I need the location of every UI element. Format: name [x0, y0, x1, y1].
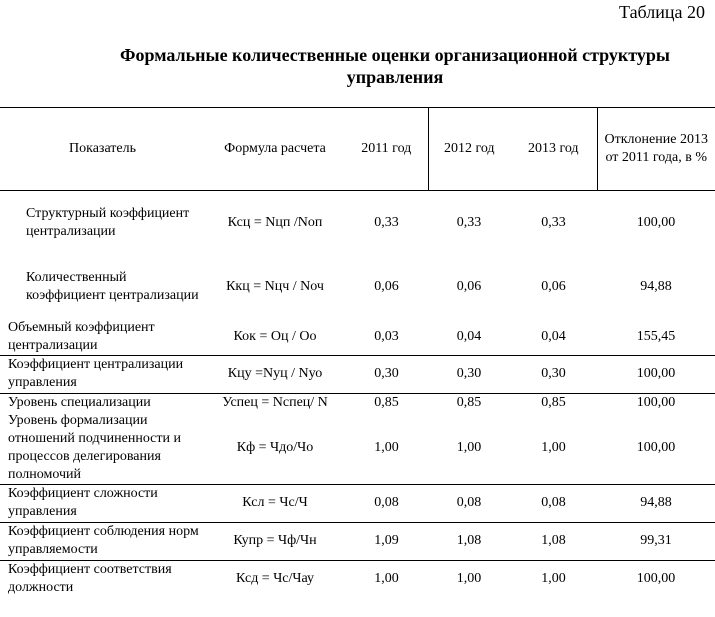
table-body: Структурный коэффициент централизации Ксц…	[0, 191, 715, 599]
indicator-cell: Коэффициент сложности управления	[0, 484, 205, 523]
value-cell: 1,09	[345, 522, 428, 561]
value-cell: 0,33	[456, 214, 482, 230]
header-cell: Формула расчета	[205, 107, 345, 191]
table-row: Объемный коэффициент централизации Кок = …	[0, 318, 715, 356]
header-row: Показатель Формула расчета 2011 год 2012 го…	[0, 107, 715, 191]
value-cell: 0,06	[456, 278, 482, 294]
value-cell: Ккц = Nцч / Nоч	[226, 278, 324, 294]
value-cell: 0,08	[510, 484, 597, 523]
value-cell: 0,30	[345, 355, 428, 394]
header-cell: 2013 год	[510, 107, 597, 191]
value-cell: 1,00	[510, 411, 597, 485]
value-cell: 0,08	[345, 484, 428, 523]
table-row: Структурный коэффициент централизации Ксц…	[0, 191, 715, 255]
table-row: Уровень специализации Успец = Nспец/ N 0,8…	[0, 393, 715, 412]
value-cell: 0,03	[345, 318, 428, 356]
value-cell: 1,00	[374, 571, 399, 587]
value-cell: 0,06	[541, 278, 566, 294]
value-cell: 94,88	[640, 278, 672, 294]
value-cell: Ксд = Чс/Чау	[235, 571, 315, 587]
value-cell: 1,08	[510, 522, 597, 561]
value-cell: 0,04	[428, 318, 510, 356]
data-table: Показатель Формула расчета 2011 год 2012 го…	[0, 107, 715, 598]
indicator-cell: Коэффициент соблюдения норм управляемост…	[0, 522, 205, 561]
value-cell: 100,00	[597, 411, 715, 485]
indicator-cell: Объемный коэффициент централизации	[0, 318, 205, 356]
indicator-cell: Коэффициент соответствия должности	[8, 562, 172, 596]
value-cell: 100,00	[597, 355, 715, 394]
value-cell: 0,04	[510, 318, 597, 356]
value-cell: Кцу =Nуц / Nуо	[205, 355, 345, 394]
table-row: Количественный коэффициент централизации…	[0, 255, 715, 319]
value-cell: 100,00	[636, 214, 676, 230]
value-cell: 1,00	[345, 411, 428, 485]
header-cell: 2011 год	[345, 107, 428, 191]
value-cell: 0,85	[374, 394, 399, 410]
indicator-cell: Количественный коэффициент централизации	[26, 269, 199, 303]
header-cell: Показатель	[0, 107, 205, 191]
indicator-cell: Коэффициент централизации управления	[0, 355, 205, 394]
value-cell: 0,30	[510, 355, 597, 394]
value-cell: 1,00	[456, 571, 482, 587]
value-cell: 1,08	[428, 522, 510, 561]
value-cell: 0,30	[428, 355, 510, 394]
indicator-cell: Уровень формализации отношений подчиненн…	[0, 411, 205, 485]
table-caption: Таблица 20	[619, 2, 705, 22]
value-cell: Успец = Nспец/ N	[222, 394, 328, 410]
value-cell: 1,00	[428, 411, 510, 485]
value-cell: Ксл = Чс/Ч	[205, 484, 345, 523]
table-row: Коэффициент соблюдения норм управляемост…	[0, 522, 715, 561]
table-row: Уровень формализации отношений подчиненн…	[0, 411, 715, 485]
value-cell: 0,08	[428, 484, 510, 523]
value-cell: 0,33	[374, 214, 399, 230]
value-cell: 100,00	[636, 394, 676, 410]
value-cell: 0,85	[541, 394, 566, 410]
value-cell: Ксц = Nцп /Nоп	[227, 214, 323, 230]
value-cell: 100,00	[636, 571, 676, 587]
value-cell: 99,31	[597, 522, 715, 561]
table-title: Формальные количественные оценки организ…	[120, 45, 670, 87]
table-row: Коэффициент централизации управления Кцу …	[0, 355, 715, 394]
value-cell: Кок = Оц / Оо	[205, 318, 345, 356]
value-cell: Купр = Чф/Чн	[205, 522, 345, 561]
indicator-cell: Структурный коэффициент централизации	[26, 205, 190, 239]
value-cell: 0,33	[541, 214, 566, 230]
value-cell: 0,06	[374, 278, 399, 294]
value-cell: Кф = Чдо/Чо	[205, 411, 345, 485]
header-cell: 2012 год	[427, 107, 510, 191]
table-row: Коэффициент соответствия должности Ксд = …	[0, 560, 715, 598]
value-cell: 94,88	[597, 484, 715, 523]
table-row: Коэффициент сложности управления Ксл = Чс…	[0, 484, 715, 523]
value-cell: 0,85	[456, 394, 482, 410]
header-cell: Отклонение 2013 от 2011 года, в %	[596, 107, 715, 191]
indicator-cell: Уровень специализации	[8, 394, 151, 410]
value-cell: 1,00	[541, 571, 566, 587]
value-cell: 155,45	[597, 318, 715, 356]
